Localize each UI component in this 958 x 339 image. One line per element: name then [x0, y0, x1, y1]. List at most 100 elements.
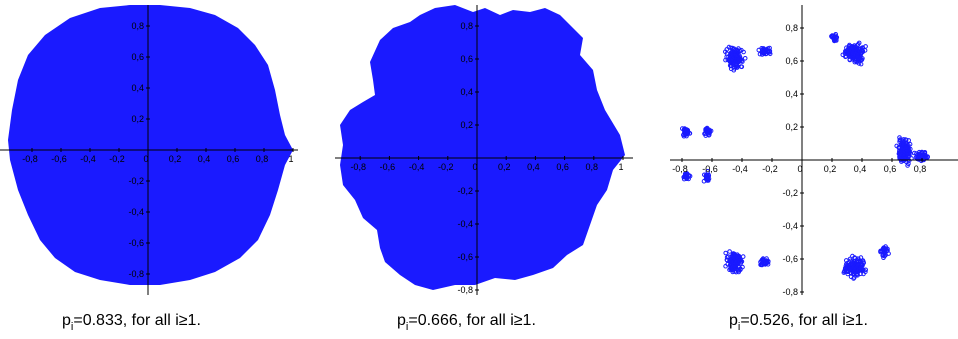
scatter-point — [852, 59, 858, 65]
scatter-point — [683, 131, 689, 136]
x-tick-label: -0,2 — [438, 162, 454, 172]
scatter-point — [765, 46, 771, 51]
x-tick-label: -0,6 — [51, 154, 67, 164]
scatter-point — [731, 67, 737, 73]
x-tick-label: 0,4 — [527, 162, 540, 172]
x-tick-label: 0 — [797, 164, 802, 174]
caption-3-text: =0.526, for all i≥1. — [740, 312, 868, 329]
scatter-point — [706, 130, 711, 135]
y-tick-label: -0,2 — [128, 176, 144, 186]
scatter-point — [831, 33, 836, 39]
x-tick-label: -0,6 — [380, 162, 396, 172]
scatter-point — [914, 151, 919, 156]
x-tick-label: 1 — [618, 162, 623, 172]
scatter-point — [765, 262, 771, 267]
scatter-point — [850, 44, 856, 50]
x-tick-label: 0 — [472, 162, 477, 172]
y-tick-label: 0,4 — [131, 83, 144, 93]
scatter-point — [734, 56, 740, 61]
caption-2: pi=0.666, for all i≥1. — [397, 312, 536, 333]
plot-panel-3: -0,8 -0,6 -0,4 -0,2 0 0,2 0,4 0,6 0,8 0,8 0,6 0,4 0,… — [670, 0, 958, 300]
scatter-point — [844, 45, 849, 51]
x-tick-label: 0,4 — [198, 154, 211, 164]
scatter-points-3 — [680, 32, 931, 281]
scatter-point — [882, 248, 888, 253]
plot-1: -0,8 -0,6 -0,4 -0,2 0 0,2 0,4 0,6 0,8 1 0,8 0,6 0,4 0… — [0, 5, 298, 295]
y-tick-label: 0,6 — [785, 56, 798, 66]
scatter-point — [735, 48, 741, 54]
scatter-point — [741, 49, 746, 55]
scatter-point — [855, 55, 860, 61]
scatter-point — [885, 248, 890, 253]
scatter-point — [682, 127, 688, 132]
scatter-point — [842, 267, 848, 273]
y-tick-label: -0,2 — [782, 188, 798, 198]
scatter-point — [728, 50, 734, 55]
caption-1-text: =0.833, for all i≥1. — [73, 312, 201, 329]
scatter-point — [728, 54, 734, 60]
x-tick-label: 0,6 — [227, 154, 240, 164]
y-tick-label: 0,2 — [460, 120, 473, 130]
x-tick-label: 0,2 — [498, 162, 511, 172]
y-tick-label: -0,8 — [128, 269, 144, 279]
caption-1-p: p — [62, 312, 71, 329]
scatter-point — [738, 267, 743, 273]
scatter-point — [738, 64, 744, 69]
caption-2-text: =0.666, for all i≥1. — [408, 312, 536, 329]
x-tick-label: -0,8 — [350, 162, 366, 172]
caption-2-p: p — [397, 312, 406, 329]
scatter-point — [742, 56, 748, 61]
scatter-point — [686, 173, 692, 179]
x-tick-label: -0,4 — [409, 162, 425, 172]
x-tick-label: -0,8 — [22, 154, 38, 164]
scatter-point — [897, 135, 902, 140]
scatter-point — [850, 54, 855, 59]
scatter-point — [897, 150, 903, 156]
y-tick-label: -0,2 — [457, 186, 473, 196]
scatter-point — [731, 46, 737, 52]
y-tick-label: -0,6 — [457, 252, 473, 262]
x-tick-label: -0,8 — [672, 164, 688, 174]
axes-3: -0,8 -0,6 -0,4 -0,2 0 0,2 0,4 0,6 0,8 0,8 0,6 0,4 0,… — [670, 5, 958, 297]
y-tick-label: -0,8 — [457, 285, 473, 295]
scatter-point — [851, 271, 856, 277]
caption-1-subscript: i — [70, 321, 74, 333]
scatter-point — [858, 259, 864, 265]
x-tick-label: 1 — [288, 154, 293, 164]
x-tick-label: -0,4 — [80, 154, 96, 164]
y-tick-label: 0,4 — [785, 89, 798, 99]
scatter-point — [733, 256, 739, 261]
scatter-point — [729, 55, 735, 60]
x-tick-label: 0,6 — [556, 162, 569, 172]
scatter-point — [727, 249, 732, 254]
scatter-point — [857, 56, 863, 62]
scatter-point — [730, 61, 735, 67]
scatter-point — [844, 258, 849, 263]
y-tick-label: 0,6 — [131, 52, 144, 62]
y-tick-label: -0,4 — [128, 207, 144, 217]
x-tick-label: 0,8 — [586, 162, 599, 172]
x-tick-label: 0 — [143, 154, 148, 164]
x-tick-label: -0,2 — [109, 154, 125, 164]
scatter-point — [907, 141, 913, 147]
scatter-point — [860, 56, 865, 61]
caption-3: pi=0.526, for all i≥1. — [729, 312, 868, 333]
y-tick-label: 0,2 — [131, 114, 144, 124]
y-tick-label: 0,8 — [785, 23, 798, 33]
caption-1: pi=0.833, for all i≥1. — [62, 312, 201, 333]
plot-3: -0,8 -0,6 -0,4 -0,2 0 0,2 0,4 0,6 0,8 0,8 0,6 0,4 0,… — [670, 5, 958, 297]
scatter-point — [730, 252, 736, 257]
axes-1: -0,8 -0,6 -0,4 -0,2 0 0,2 0,4 0,6 0,8 1 0,8 0,6 0,4 0… — [0, 5, 298, 295]
y-tick-label: -0,8 — [782, 287, 798, 297]
scatter-point — [740, 254, 746, 259]
scatter-point — [737, 57, 743, 63]
scatter-point — [901, 142, 907, 147]
scatter-point — [723, 250, 729, 256]
x-tick-label: 0,6 — [884, 164, 897, 174]
x-tick-label: -0,2 — [762, 164, 778, 174]
scatter-point — [855, 43, 860, 48]
scatter-point — [726, 44, 732, 50]
scatter-point — [846, 263, 851, 268]
scatter-point — [908, 146, 913, 152]
scatter-point — [860, 48, 866, 54]
